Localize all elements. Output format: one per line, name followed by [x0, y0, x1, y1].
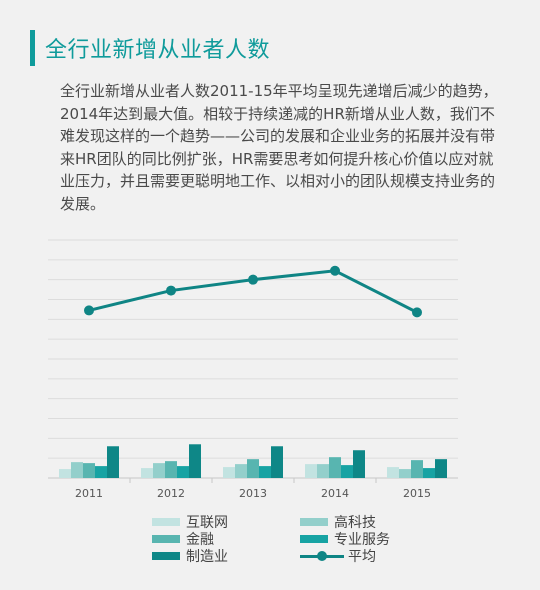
legend-item-hightech: 高科技	[300, 513, 376, 531]
bar-2012-4	[189, 444, 201, 478]
line-point-2013	[248, 274, 258, 285]
x-tick-label: 2012	[157, 487, 185, 500]
page-title: 全行业新增从业者人数	[45, 38, 271, 63]
bar-2012-3	[177, 466, 189, 478]
line-point-2015	[412, 307, 422, 318]
bar-2013-4	[271, 446, 283, 478]
bar-2013-3	[259, 466, 271, 478]
bar-2011-2	[83, 463, 95, 478]
bar-2015-2	[411, 460, 423, 478]
bar-2014-2	[329, 457, 341, 478]
legend-item-average: 平均	[300, 547, 376, 565]
legend-swatch-manufacturing	[152, 552, 180, 560]
legend-label-finance: 金融	[186, 532, 214, 548]
legend-label-average: 平均	[348, 549, 376, 565]
x-tick-label: 2011	[75, 487, 103, 500]
bar-2011-4	[107, 446, 119, 478]
x-tick-label: 2013	[239, 487, 267, 500]
legend-swatch-internet	[152, 518, 180, 526]
legend-label-professional-services: 专业服务	[334, 532, 390, 548]
description-text: 全行业新增从业者人数2011-15年平均呈现先递增后减少的趋势，2014年达到最…	[60, 82, 498, 213]
bar-2011-0	[59, 469, 71, 478]
legend-swatch-professional-services	[300, 535, 328, 543]
bar-2011-3	[95, 466, 107, 478]
legend-item-professional-services: 专业服务	[300, 530, 390, 548]
legend-label-internet: 互联网	[186, 515, 228, 531]
x-tick-label: 2015	[403, 487, 431, 500]
line-point-2011	[84, 305, 94, 316]
bar-2015-3	[423, 468, 435, 478]
line-point-2012	[166, 285, 176, 296]
legend-item-manufacturing: 制造业	[152, 547, 228, 565]
bar-2012-1	[153, 463, 165, 478]
bar-2015-4	[435, 459, 447, 478]
legend-label-manufacturing: 制造业	[186, 549, 228, 565]
title-accent-bar	[30, 30, 35, 66]
bar-2015-0	[387, 467, 399, 478]
bar-2014-3	[341, 465, 353, 478]
bar-2014-0	[305, 464, 317, 478]
bar-2013-0	[223, 467, 235, 478]
legend-label-hightech: 高科技	[334, 515, 376, 531]
bar-2011-1	[71, 462, 83, 478]
bar-2014-1	[317, 464, 329, 478]
bar-2014-4	[353, 450, 365, 478]
legend-swatch-hightech	[300, 518, 328, 526]
legend-item-internet: 互联网	[152, 513, 228, 531]
legend-swatch-average	[300, 551, 344, 561]
legend-swatch-finance	[152, 535, 180, 543]
line-point-2014	[330, 265, 340, 276]
bar-2013-2	[247, 459, 259, 478]
bar-2012-2	[165, 461, 177, 478]
legend-item-finance: 金融	[152, 530, 214, 548]
bar-2015-1	[399, 469, 411, 478]
x-tick-label: 2014	[321, 487, 349, 500]
bar-2013-1	[235, 464, 247, 478]
bar-2012-0	[141, 468, 153, 478]
